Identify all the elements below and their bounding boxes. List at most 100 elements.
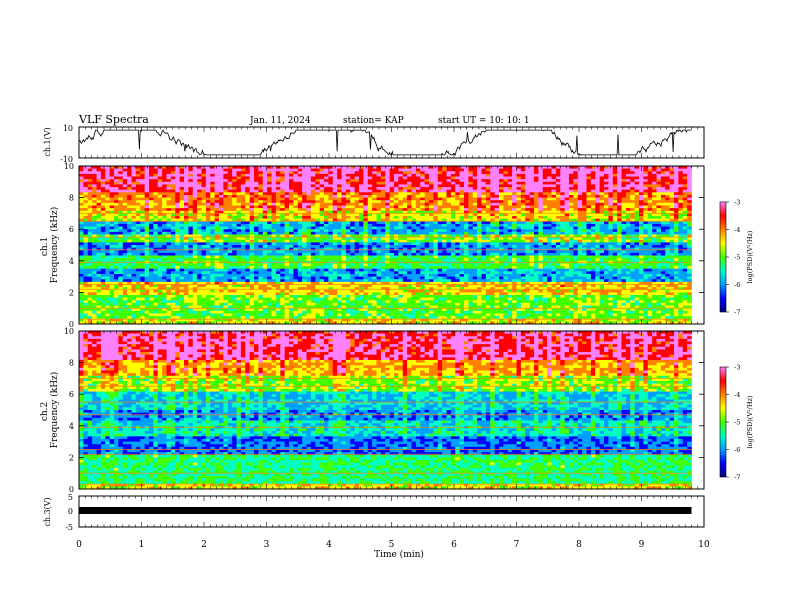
spectrogram-cell [109,213,115,217]
spectrogram-cell [481,252,487,256]
spectrogram-cell [429,226,434,230]
spectrogram-cell [332,184,338,188]
spectrogram-cell [245,200,250,204]
spectrogram-cell [149,229,154,233]
spectrogram-cell [459,205,465,209]
spectrogram-cell [284,187,290,190]
spectrogram-cell [328,208,334,212]
spectrogram-cell [669,171,675,175]
spectrogram-cell [520,205,526,209]
spectrogram-cell [398,237,404,241]
spectrogram-cell [516,194,522,198]
spectrogram-cell [258,176,264,180]
spectrogram-cell [464,194,469,198]
spectrogram-cell [639,226,644,230]
spectrogram-cell [289,194,294,198]
spectrogram-cell [262,216,268,219]
spectrogram-cell [184,221,189,225]
spectrogram-cell [398,171,404,175]
spectrogram-cell [87,187,93,190]
spectrogram-cell [341,226,347,230]
spectrogram-cell [175,179,180,183]
spectrogram-cell [302,202,307,206]
spectrogram-cell [477,247,482,251]
spectrogram-cell [665,181,670,185]
spectrogram-cell [179,252,185,256]
spectrogram-cell [372,171,377,175]
spectrogram-cell [564,231,570,235]
spectrogram-cell [407,210,412,214]
spectrogram-cell [555,179,561,183]
spectrogram-cell [328,234,334,238]
spectrogram-cell [534,255,539,259]
spectrogram-cell [350,194,355,198]
spectrogram-cell [179,202,185,206]
spectrogram-cell [271,231,277,235]
spectrogram-cell [499,255,504,259]
spectrogram-cell [604,205,609,209]
spectrogram-cell [367,202,373,206]
spectrogram-cell [560,245,565,248]
spectrogram-cell [192,181,198,185]
spectrogram-cell [424,192,430,196]
spectrogram-cell [634,202,640,206]
spectrogram-cell [612,205,618,209]
spectrogram-cell [153,258,159,262]
spectrogram-cell [660,221,666,225]
spectrogram-cell [372,205,377,209]
spectrogram-cell [293,231,299,235]
spectrogram-cell [450,255,456,259]
spectrogram-cell [293,197,299,201]
spectrogram-cell [437,229,443,233]
spectrogram-cell [188,245,194,248]
spectrogram-cell [275,173,281,177]
spectrogram-cell [639,221,644,225]
spectrogram-cell [92,234,97,238]
spectrogram-cell [188,173,194,177]
spectrogram-cell [245,189,250,193]
spectrogram-cell [656,205,662,209]
spectrogram-cell [236,176,242,180]
spectrogram-cell [525,255,530,259]
spectrogram-cell [652,208,657,212]
spectrogram-cell [118,179,124,183]
spectrogram-cell [516,255,522,259]
spectrogram-cell [197,258,202,262]
spectrogram-cell [354,216,360,219]
spectrogram-cell [210,184,215,188]
spectrogram-cell [275,247,281,251]
spectrogram-cell [372,210,377,214]
spectrogram-cell [258,216,264,219]
spectrogram-cell [407,213,412,217]
spectrogram-cell [525,202,530,206]
spectrogram-cell [595,231,600,235]
spectrogram-cell [315,229,320,233]
spectrogram-cell [665,239,670,243]
spectrogram-cell [96,221,102,225]
spectrogram-cell [197,194,202,198]
spectrogram-cell [258,252,264,256]
spectrogram-cell [411,197,417,201]
spectrogram-cell [687,234,692,238]
spectrogram-cell [258,231,264,235]
spectrogram-cell [284,216,290,219]
spectrogram-cell [503,223,509,227]
spectrogram-cell [284,189,290,193]
spectrogram-cell [604,237,609,241]
spectrogram-cell [420,184,425,188]
spectrogram-cell [114,223,119,227]
spectrogram-cell [175,252,180,256]
spectrogram-cell [468,234,474,238]
spectrogram-cell [236,239,242,243]
spectrogram-cell [380,173,386,177]
spectrogram-cell [621,218,627,222]
spectrogram-cell [135,197,141,201]
spectrogram-cell [289,239,294,243]
spectrogram-cell [337,179,342,183]
spectrogram-cell [109,258,115,262]
spectrogram-cell [573,205,579,209]
spectrogram-cell [297,239,303,243]
spectrogram-cell [140,216,145,219]
spectrogram-cell [512,208,517,212]
spectrogram-cell [525,250,530,254]
